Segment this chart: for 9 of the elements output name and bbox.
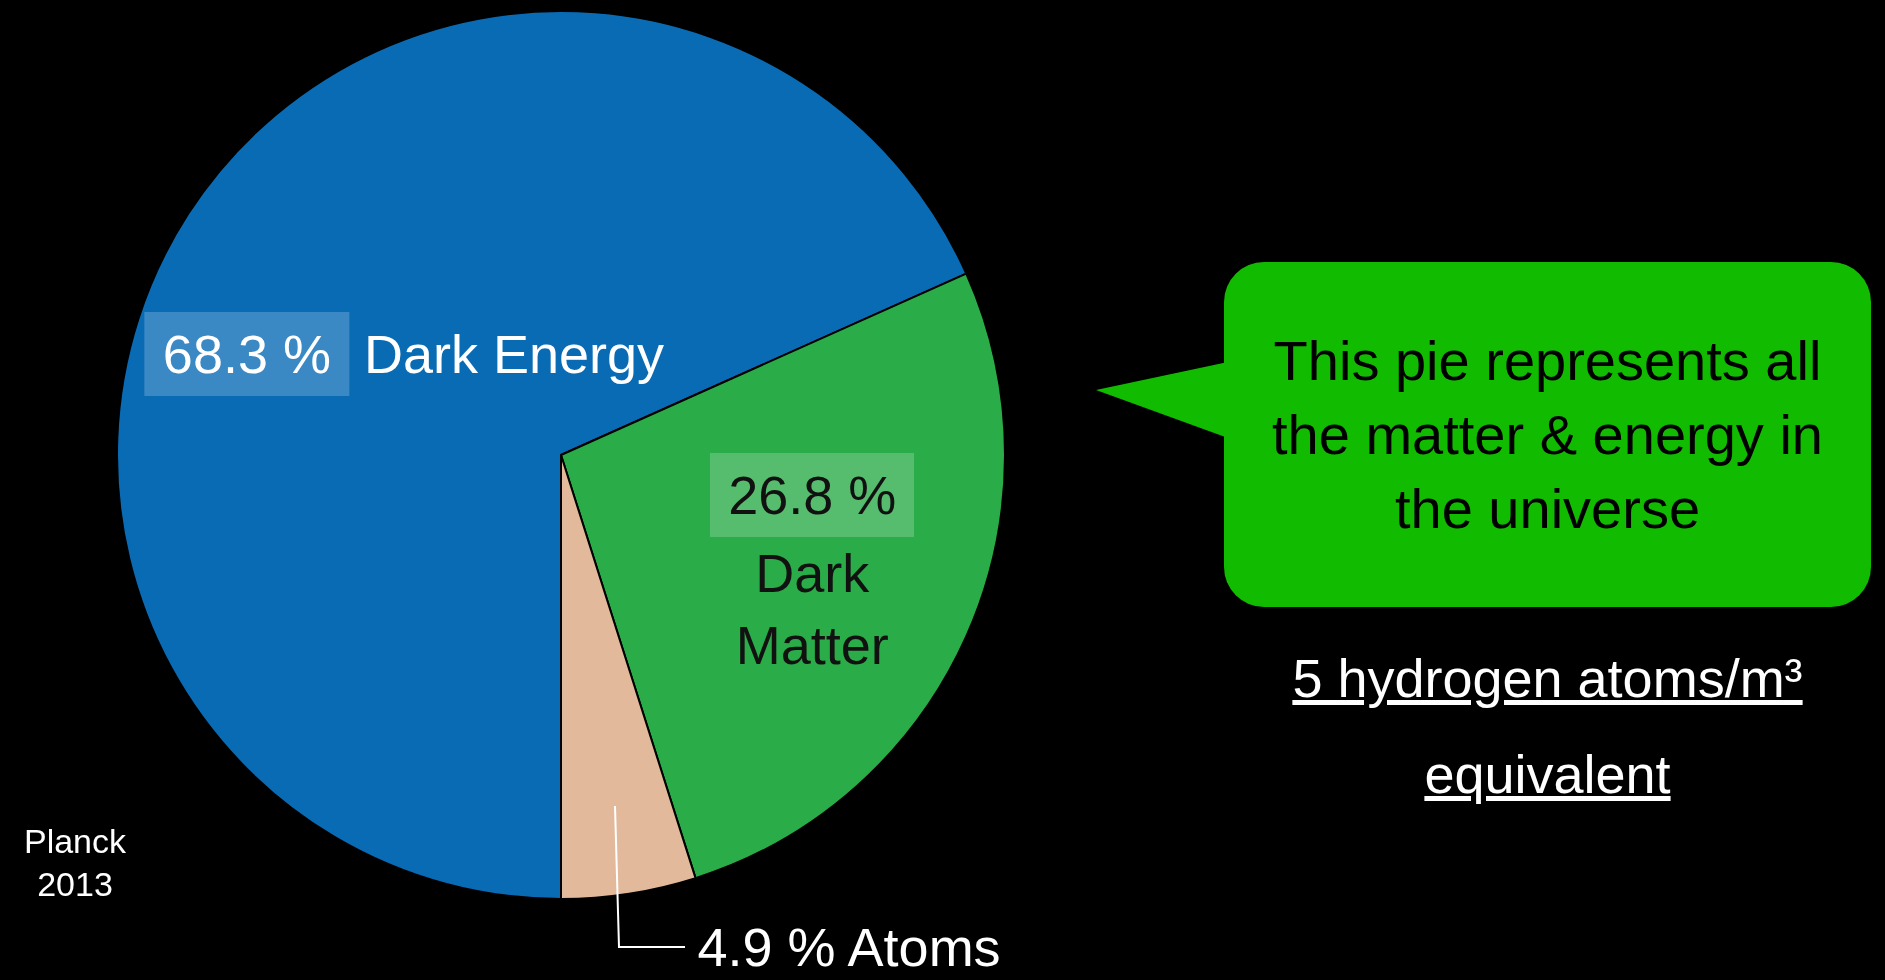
data-label: 4.9 % [697,916,836,979]
slice-label: Atoms [847,917,1001,977]
data-label: 68.3 % [144,311,349,396]
slice-label: Dark Energy [363,323,665,384]
data-label: 26.8 % [710,453,915,538]
text: 5 hydrogen atoms/m³ equivalent [1292,648,1803,804]
text: This pie represents all the matter & energy in the universe [1271,327,1824,542]
slice-label: Dark Matter [734,542,890,678]
text: Planck 2013 [23,822,127,903]
